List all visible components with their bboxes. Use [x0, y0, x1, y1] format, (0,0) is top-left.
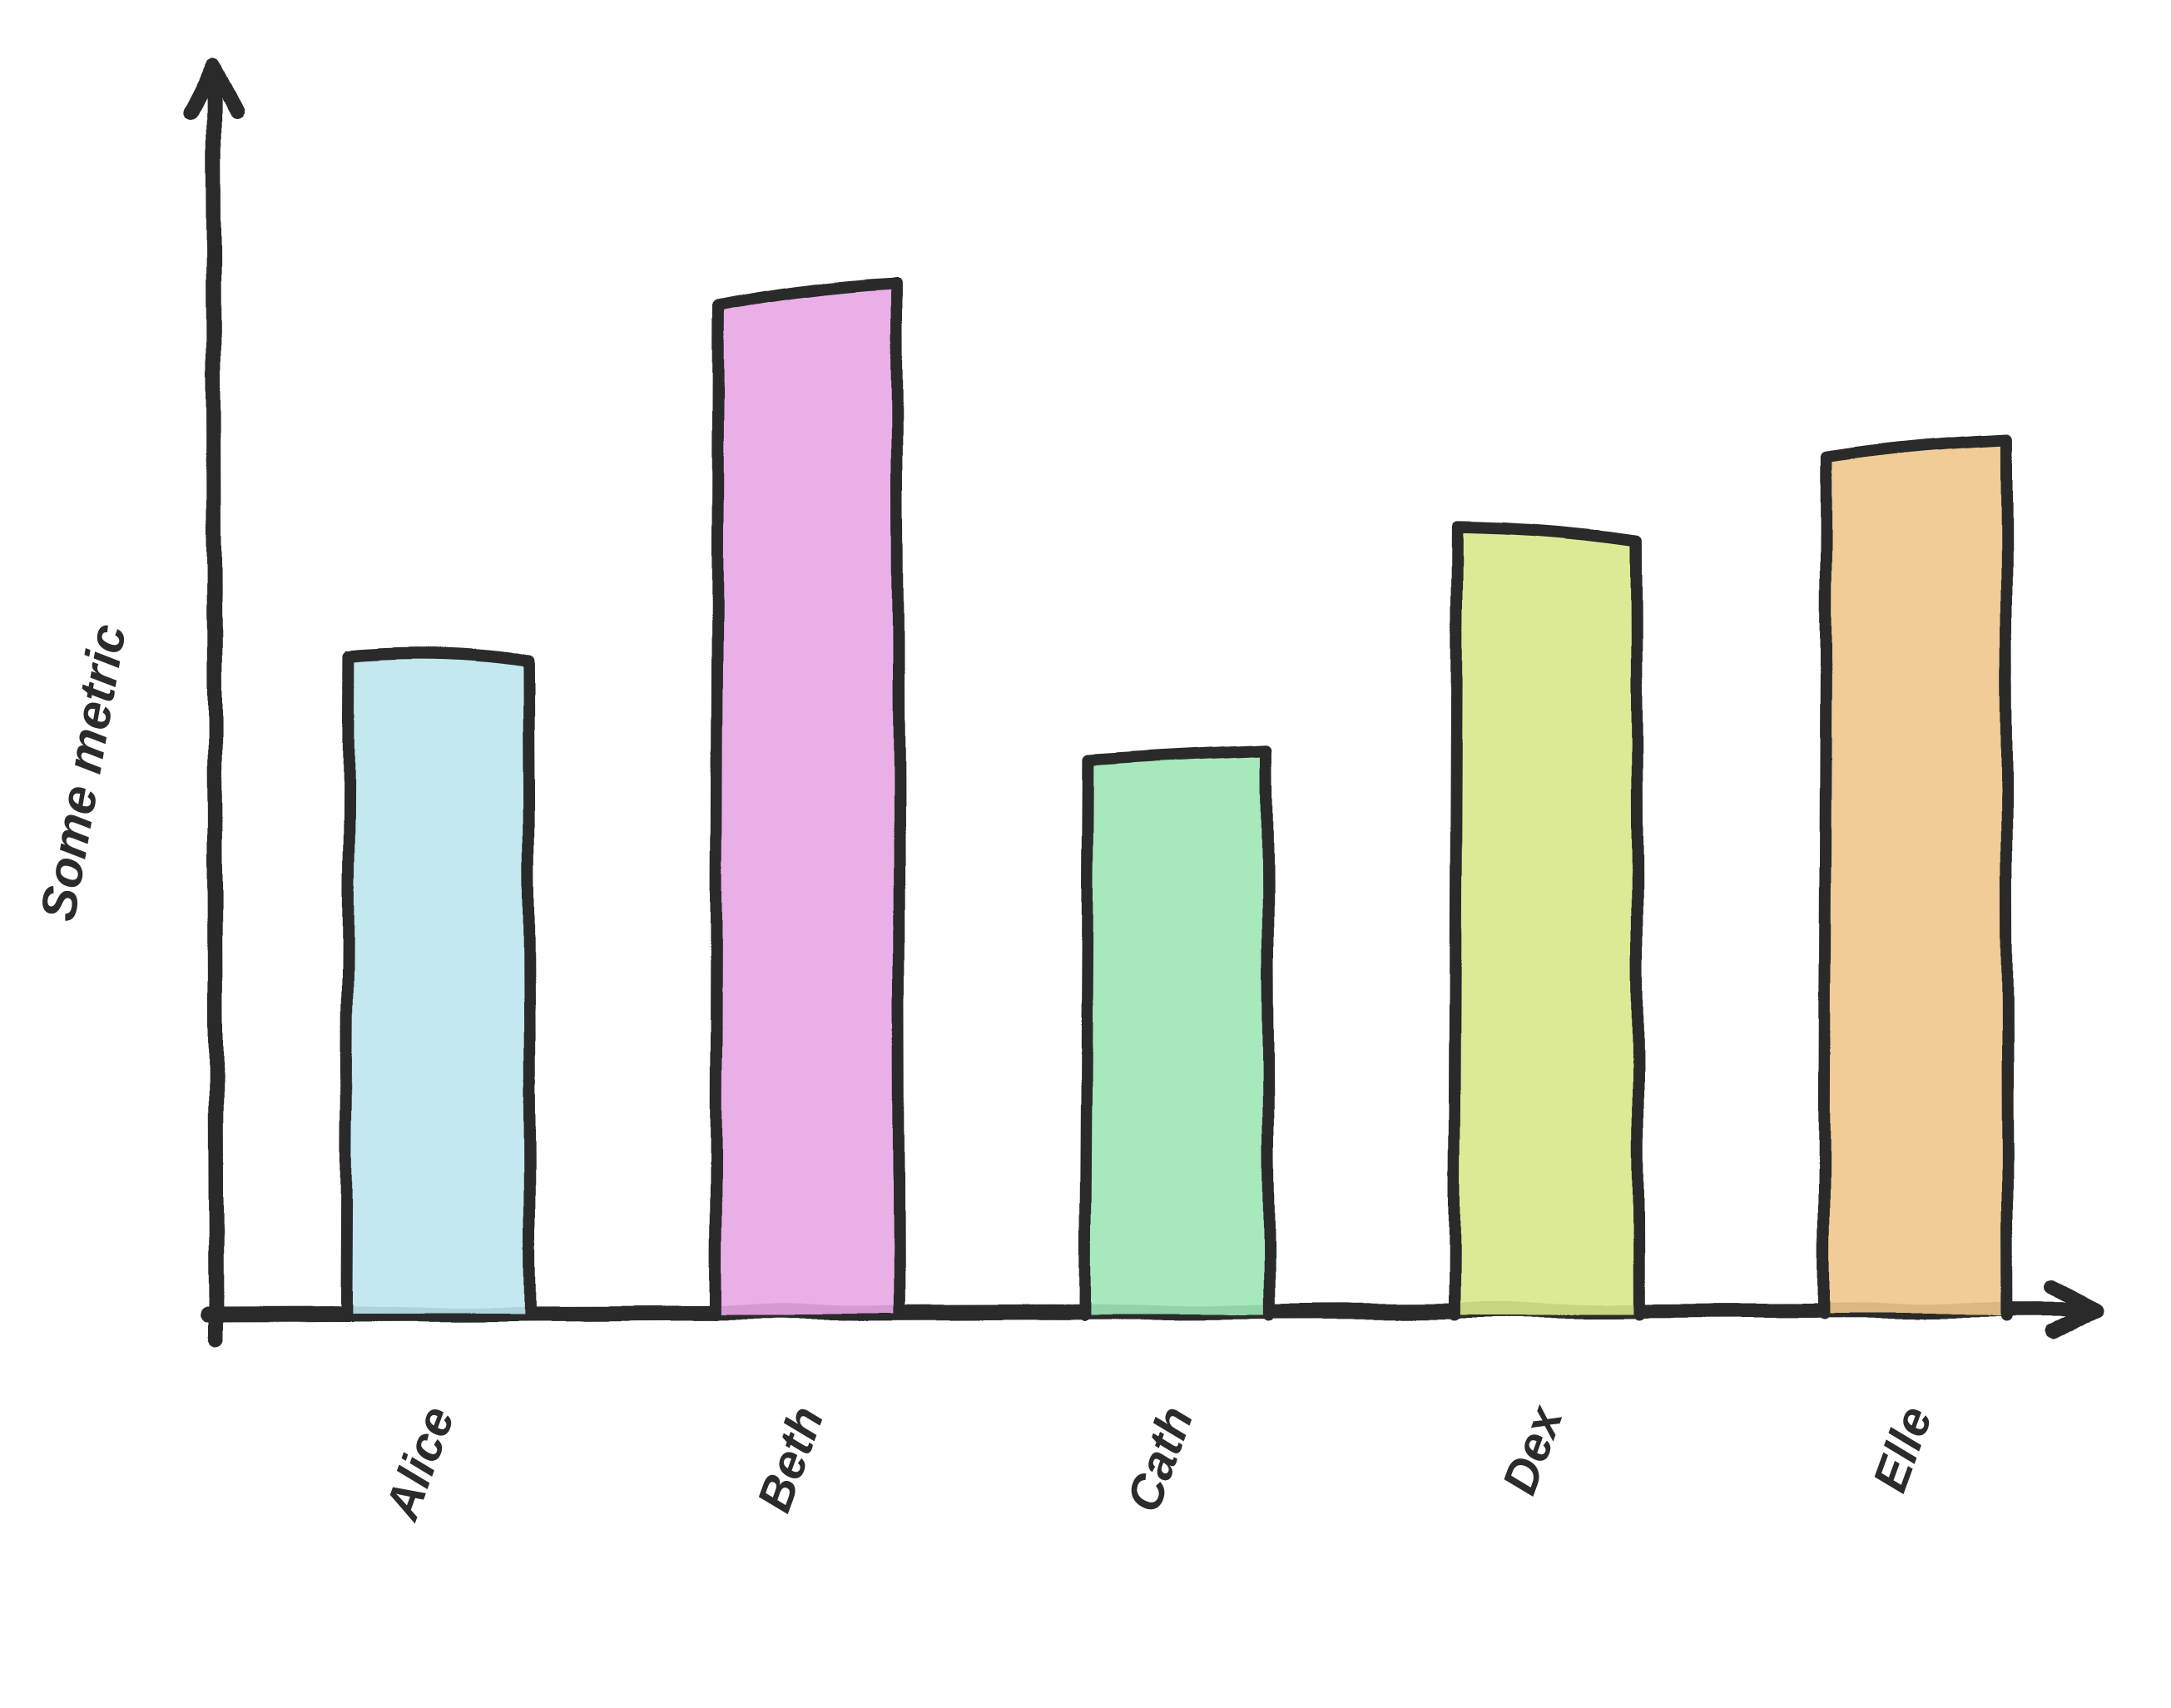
- bar: [715, 284, 900, 1314]
- bar: [345, 652, 530, 1314]
- x-axis-label: Alice: [374, 1399, 464, 1527]
- bar: [1454, 527, 1638, 1314]
- bar-chart: Alice Beth Cath Dex Elle Some metric: [0, 0, 2171, 1708]
- bars: [345, 284, 2008, 1314]
- chart-container: Alice Beth Cath Dex Elle Some metric: [0, 0, 2171, 1708]
- y-axis-label: Some metric: [30, 620, 137, 924]
- x-axis-label: Elle: [1862, 1399, 1942, 1498]
- x-axis-label: Cath: [1116, 1399, 1203, 1518]
- bar: [1823, 439, 2008, 1314]
- x-axis-label: Beth: [746, 1399, 834, 1518]
- bar: [1084, 751, 1269, 1314]
- x-axis-label: Dex: [1492, 1398, 1574, 1502]
